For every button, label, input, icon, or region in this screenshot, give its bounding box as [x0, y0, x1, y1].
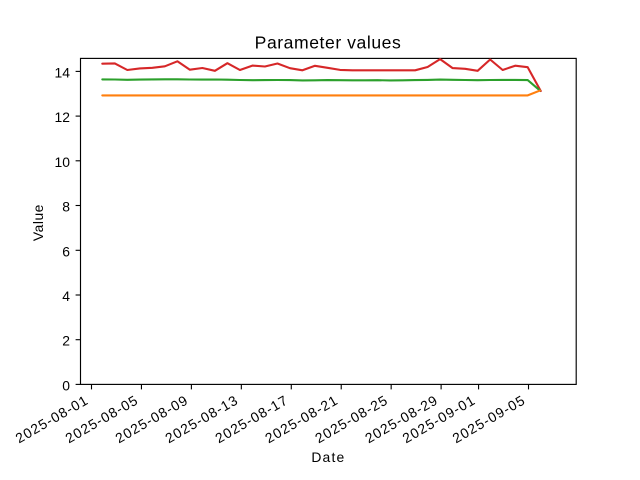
svg-text:14: 14: [55, 64, 71, 80]
svg-text:Date: Date: [311, 449, 345, 465]
svg-text:Value: Value: [30, 204, 46, 241]
svg-text:8: 8: [62, 199, 70, 215]
svg-text:6: 6: [62, 243, 70, 259]
svg-text:4: 4: [62, 288, 70, 304]
svg-text:12: 12: [55, 109, 71, 125]
svg-text:0: 0: [62, 377, 70, 393]
svg-text:2: 2: [62, 333, 70, 349]
svg-text:Parameter values: Parameter values: [255, 32, 402, 52]
svg-text:10: 10: [55, 154, 71, 170]
